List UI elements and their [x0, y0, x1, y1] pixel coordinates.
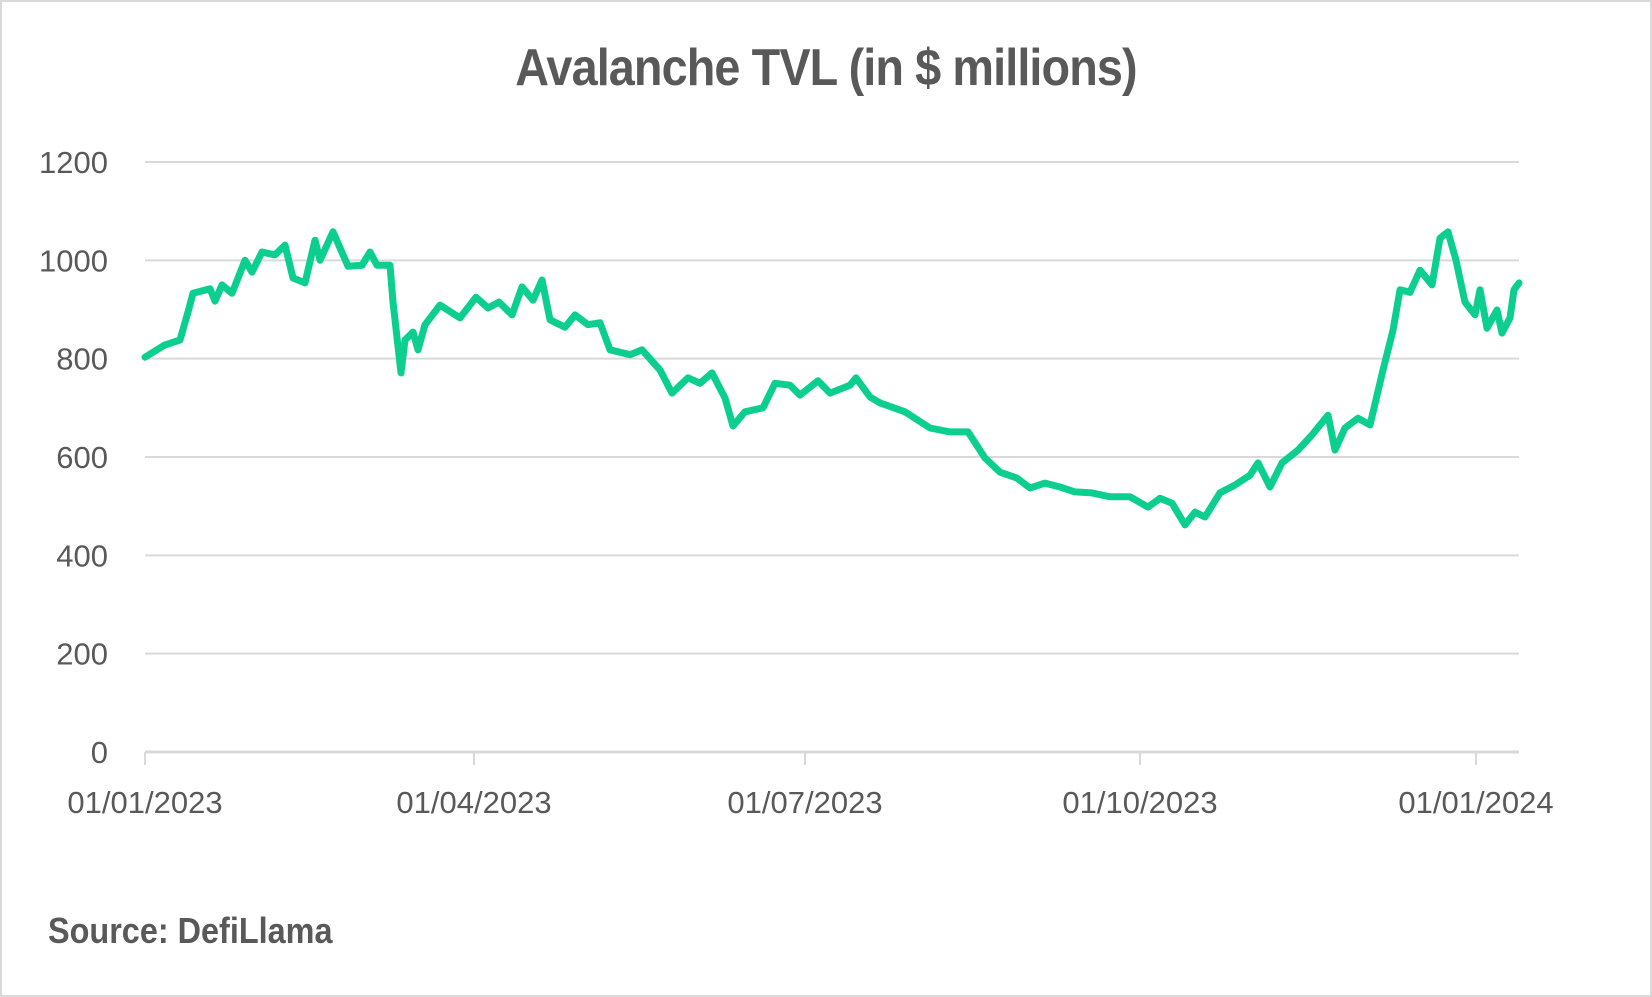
x-tick-label: 01/01/2023 [67, 785, 222, 820]
y-tick-label: 200 [56, 637, 108, 672]
y-tick-label: 1000 [39, 243, 108, 278]
x-tick-label: 01/04/2023 [396, 785, 551, 820]
gridlines [145, 161, 1519, 754]
chart-title: Avalanche TVL (in $ millions) [515, 39, 1137, 97]
y-tick-label: 600 [56, 440, 108, 475]
source-note: Source: DefiLlama [48, 910, 333, 951]
x-tick-label: 01/07/2023 [727, 785, 882, 820]
y-tick-label: 1200 [39, 145, 108, 180]
x-axis: 01/01/2023 01/04/2023 01/07/2023 01/10/2023… [67, 752, 1554, 820]
y-tick-label: 800 [56, 342, 108, 377]
y-tick-label: 0 [91, 735, 108, 770]
x-tick-label: 01/10/2023 [1062, 785, 1217, 820]
y-tick-label: 400 [56, 538, 108, 573]
y-axis: 0 200 400 600 800 1000 1200 [39, 145, 108, 770]
tvl-series-line [141, 228, 1523, 529]
x-tick-label: 01/01/2024 [1398, 785, 1553, 820]
